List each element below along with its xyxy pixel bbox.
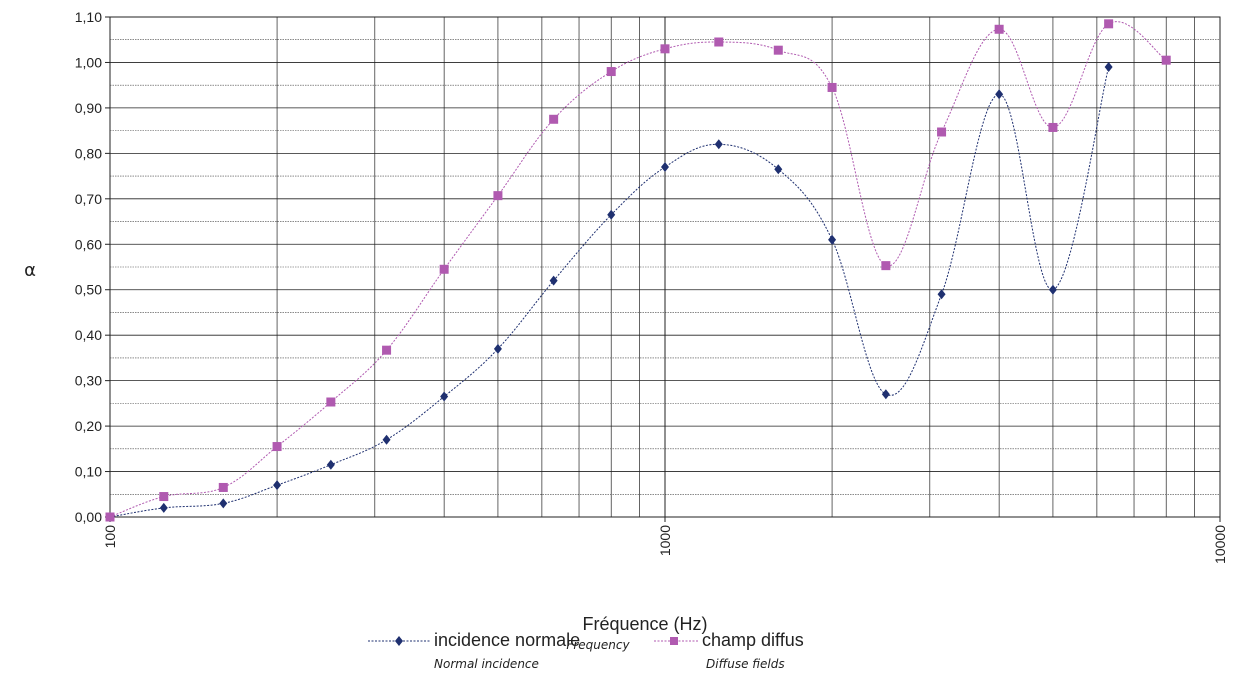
data-point — [1048, 284, 1057, 295]
series-layer — [105, 19, 1171, 522]
x-tick-label: 1000 — [657, 525, 673, 556]
data-point — [1104, 19, 1114, 29]
x-axis-sublabel: Frequency — [566, 638, 630, 652]
x-tick-label: 10000 — [1212, 525, 1228, 564]
data-point — [607, 209, 616, 220]
data-point — [549, 114, 559, 124]
data-point — [714, 139, 723, 150]
series-champ-diffus — [105, 19, 1171, 522]
y-tick-label: 0,60 — [75, 236, 102, 252]
y-axis-label: α — [24, 260, 36, 281]
data-point — [159, 492, 169, 502]
data-point — [493, 191, 503, 201]
data-point — [1161, 55, 1171, 65]
data-point — [272, 442, 282, 452]
legend-label-normal: incidence normale — [434, 630, 580, 650]
legend-label-diffuse: champ diffus — [702, 630, 804, 650]
legend-marker-diffuse — [670, 637, 678, 645]
data-point — [937, 127, 947, 137]
x-axis-label: Fréquence (Hz) — [582, 614, 707, 634]
x-tick-label: 100 — [102, 525, 118, 549]
y-axis-ticks: 0,00 0,10 0,20 0,30 0,40 0,50 0,60 0,70 0,80 0,90… — [75, 9, 110, 525]
legend-sublabel-diffuse: Diffuse fields — [706, 657, 785, 671]
data-point — [159, 502, 168, 513]
y-tick-label: 0,00 — [75, 509, 102, 525]
data-point — [881, 261, 891, 271]
data-point — [714, 37, 724, 47]
data-point — [439, 264, 449, 274]
data-point — [273, 480, 282, 491]
data-point — [549, 275, 558, 286]
y-tick-label: 0,90 — [75, 100, 102, 116]
legend: incidence normale Normal incidence champ… — [368, 630, 804, 671]
series-line — [109, 21, 1167, 518]
data-point — [994, 24, 1004, 34]
y-tick-label: 0,40 — [75, 327, 102, 343]
data-point — [661, 162, 669, 172]
y-tick-label: 0,50 — [75, 282, 102, 298]
data-point — [382, 434, 391, 445]
y-tick-label: 0,30 — [75, 373, 102, 389]
data-point — [660, 44, 670, 54]
series-line — [109, 66, 1110, 518]
data-point — [828, 234, 837, 245]
x-axis-ticks: 100 1000 10000 — [102, 517, 1228, 564]
legend-sublabel-normal: Normal incidence — [434, 657, 539, 671]
data-point — [827, 82, 837, 92]
y-tick-label: 0,70 — [75, 191, 102, 207]
data-point — [774, 164, 783, 175]
data-point — [937, 289, 946, 300]
data-point — [326, 459, 335, 470]
y-tick-label: 0,20 — [75, 418, 102, 434]
data-point — [1104, 62, 1113, 72]
data-point — [105, 512, 115, 522]
data-point — [219, 498, 228, 509]
grid — [109, 16, 1221, 518]
data-point — [382, 345, 392, 355]
data-point — [773, 45, 783, 55]
legend-marker-normal — [395, 636, 403, 646]
y-tick-label: 1,10 — [75, 9, 102, 25]
data-point — [1048, 122, 1058, 132]
y-tick-label: 0,80 — [75, 145, 102, 161]
data-point — [326, 397, 336, 407]
y-tick-label: 1,00 — [75, 54, 102, 70]
y-tick-label: 0,10 — [75, 464, 102, 480]
data-point — [881, 389, 890, 400]
data-point — [995, 89, 1004, 100]
data-point — [218, 482, 228, 492]
data-point — [440, 391, 449, 402]
series-incidence-normale — [106, 62, 1113, 522]
data-point — [493, 343, 502, 354]
data-point — [606, 67, 616, 77]
